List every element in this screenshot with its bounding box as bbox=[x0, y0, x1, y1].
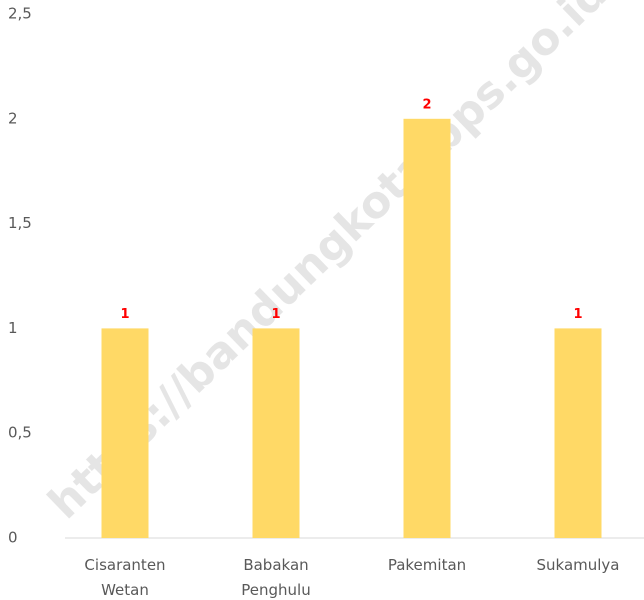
data-label: 1 bbox=[573, 307, 582, 322]
x-tick-label: Cisaranten Wetan bbox=[84, 556, 165, 599]
y-tick-label: 1 bbox=[8, 319, 18, 337]
y-tick-label: 0,5 bbox=[8, 424, 32, 442]
bar bbox=[252, 328, 300, 538]
x-tick-label: Pakemitan bbox=[388, 556, 466, 574]
x-tick-label: Sukamulya bbox=[537, 556, 620, 574]
y-tick-label: 1,5 bbox=[8, 214, 32, 232]
y-tick-label: 2,5 bbox=[8, 5, 32, 23]
data-label: 1 bbox=[271, 307, 280, 322]
bar bbox=[101, 328, 149, 538]
y-tick-label: 0 bbox=[8, 529, 18, 547]
bar bbox=[403, 118, 451, 539]
y-tick-label: 2 bbox=[8, 109, 18, 127]
x-tick-label: Babakan Penghulu bbox=[241, 556, 310, 599]
data-label: 2 bbox=[422, 97, 431, 112]
bar bbox=[554, 328, 602, 538]
data-label: 1 bbox=[120, 307, 129, 322]
